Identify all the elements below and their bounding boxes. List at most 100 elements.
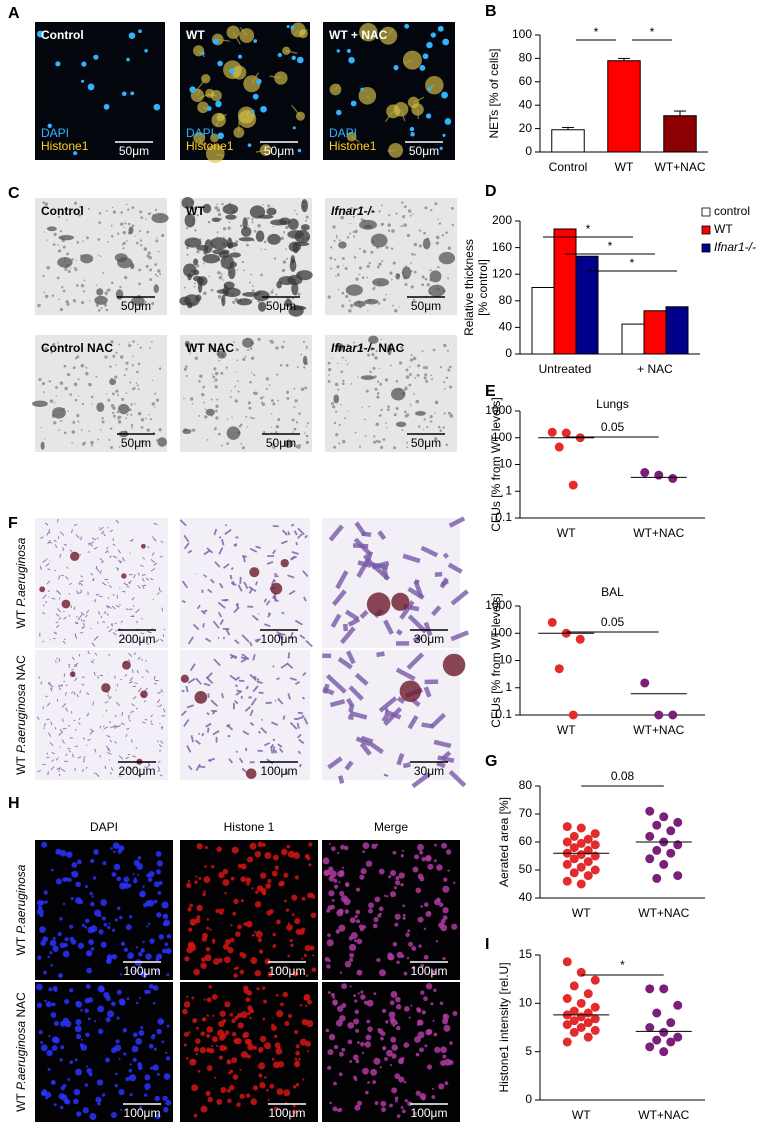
y-tick-label: 80 bbox=[519, 51, 533, 65]
signal bbox=[71, 862, 78, 868]
speckle bbox=[149, 418, 152, 421]
signal bbox=[333, 1044, 339, 1050]
speckle bbox=[377, 302, 381, 305]
signal bbox=[312, 954, 315, 957]
signal bbox=[208, 985, 212, 989]
signal bbox=[206, 926, 210, 930]
signal bbox=[235, 1037, 242, 1045]
speckle bbox=[270, 426, 273, 428]
speckle bbox=[294, 399, 298, 403]
deposit bbox=[236, 298, 253, 306]
signal bbox=[110, 847, 113, 850]
speckle bbox=[246, 243, 249, 247]
y-tick-label: 160 bbox=[492, 240, 512, 254]
tissue bbox=[47, 682, 52, 686]
speckle bbox=[291, 418, 295, 422]
data-point bbox=[569, 854, 579, 864]
signal bbox=[74, 897, 82, 904]
speckle bbox=[282, 260, 287, 264]
speckle bbox=[272, 402, 276, 406]
signal bbox=[166, 1024, 170, 1028]
signal bbox=[116, 1016, 120, 1020]
speckle bbox=[370, 250, 374, 254]
signal bbox=[54, 988, 58, 992]
tissue bbox=[82, 737, 86, 740]
signal bbox=[405, 932, 410, 937]
speckle bbox=[361, 206, 364, 209]
speckle bbox=[156, 275, 159, 278]
signal bbox=[295, 1044, 300, 1049]
nucleus bbox=[121, 91, 127, 97]
tissue bbox=[402, 553, 421, 564]
tissue bbox=[42, 763, 46, 766]
tissue bbox=[107, 694, 110, 698]
signal bbox=[63, 942, 68, 948]
signal bbox=[145, 953, 152, 960]
tissue bbox=[49, 639, 52, 641]
histone-strand bbox=[294, 29, 299, 35]
speckle bbox=[140, 243, 143, 247]
signal bbox=[431, 970, 436, 974]
nucleus bbox=[128, 32, 136, 40]
speckle bbox=[83, 279, 86, 282]
speckle bbox=[138, 230, 141, 233]
tissue bbox=[105, 709, 108, 712]
speckle bbox=[417, 364, 421, 368]
column-header: Histone 1 bbox=[224, 820, 275, 834]
scale-label: 200μm bbox=[119, 632, 156, 646]
stain-label: DAPI bbox=[41, 126, 69, 140]
speckle bbox=[144, 301, 147, 303]
tissue bbox=[42, 559, 47, 563]
panel-letter: H bbox=[8, 795, 20, 812]
speckle bbox=[424, 277, 428, 281]
speckle bbox=[277, 399, 279, 402]
signal bbox=[134, 877, 137, 880]
signal bbox=[325, 1028, 330, 1033]
speckle bbox=[208, 275, 210, 278]
nucleus bbox=[297, 148, 302, 153]
speckle bbox=[352, 230, 355, 233]
speckle bbox=[199, 374, 203, 378]
signal bbox=[291, 1109, 297, 1115]
deposit bbox=[390, 387, 406, 401]
tissue bbox=[78, 580, 84, 583]
signal bbox=[283, 872, 289, 878]
signal bbox=[439, 1001, 444, 1006]
speckle bbox=[293, 427, 297, 431]
tissue bbox=[58, 766, 61, 771]
tissue bbox=[60, 768, 66, 772]
tissue bbox=[38, 676, 40, 679]
signal bbox=[275, 1047, 283, 1055]
signal bbox=[245, 1093, 251, 1098]
nucleus bbox=[93, 54, 99, 60]
tissue bbox=[304, 534, 308, 539]
speckle bbox=[125, 417, 127, 420]
signal bbox=[94, 850, 97, 853]
speckle bbox=[137, 362, 141, 366]
row-label-part: WT bbox=[14, 934, 28, 956]
signal bbox=[414, 854, 420, 860]
signal bbox=[77, 942, 85, 949]
speckle bbox=[114, 375, 118, 379]
tissue bbox=[217, 601, 226, 609]
nucleus bbox=[350, 100, 357, 107]
scale-label: 50μm bbox=[409, 144, 439, 158]
tissue bbox=[249, 673, 257, 682]
scale-label: 30μm bbox=[414, 632, 444, 646]
signal bbox=[50, 963, 54, 967]
speckle bbox=[61, 213, 63, 215]
tissue bbox=[42, 640, 45, 643]
signal bbox=[400, 954, 405, 958]
speckle bbox=[57, 249, 62, 253]
tissue bbox=[132, 696, 137, 700]
tissue bbox=[195, 739, 201, 745]
signal bbox=[266, 910, 272, 916]
tissue bbox=[297, 527, 305, 536]
signal bbox=[132, 878, 138, 884]
speckle bbox=[412, 213, 414, 215]
deposit bbox=[238, 237, 255, 242]
speckle bbox=[274, 431, 278, 434]
signal bbox=[149, 938, 155, 944]
speckle bbox=[406, 441, 408, 444]
signal bbox=[72, 1098, 79, 1105]
